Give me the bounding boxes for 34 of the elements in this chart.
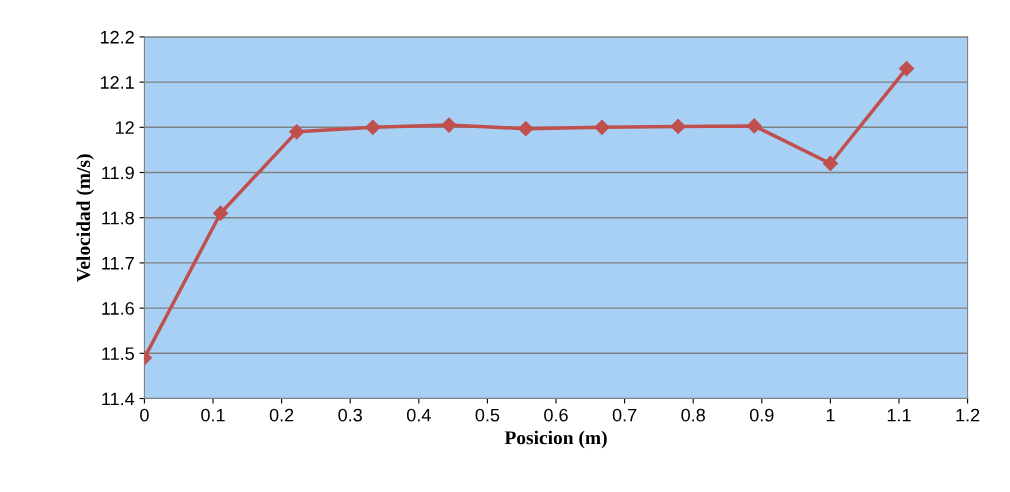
x-axis-title: Posicion (m) bbox=[504, 430, 607, 449]
x-tick-label: 0.9 bbox=[749, 408, 774, 422]
y-tick-label: 11.7 bbox=[102, 257, 134, 270]
x-tick-label: 0.8 bbox=[681, 408, 705, 422]
y-tick-label: 11.6 bbox=[102, 302, 134, 315]
x-tick-label: 0.2 bbox=[269, 408, 294, 422]
x-tick-label: 0 bbox=[140, 408, 149, 422]
point bbox=[898, 60, 915, 77]
point bbox=[213, 205, 229, 221]
x-tick-label: 0.5 bbox=[475, 408, 500, 422]
point bbox=[289, 124, 305, 140]
x-tick-label: 0.1 bbox=[201, 408, 225, 422]
x-tick-label: 1.2 bbox=[956, 408, 980, 422]
point bbox=[594, 119, 610, 135]
x-tick-label: 0.6 bbox=[544, 408, 568, 422]
y-tick-label: 11.4 bbox=[102, 392, 135, 406]
point bbox=[822, 155, 838, 172]
point bbox=[365, 119, 381, 135]
y-tick-label: 12 bbox=[116, 121, 134, 134]
y-tick-label: 11.9 bbox=[102, 166, 134, 180]
y-tick-label: 12.1 bbox=[100, 76, 134, 89]
point bbox=[518, 121, 534, 137]
x-tick-label: 0.7 bbox=[612, 408, 637, 422]
x-tick-label: 1 bbox=[826, 408, 835, 422]
point bbox=[441, 117, 457, 133]
x-tick-label: 0.3 bbox=[338, 408, 362, 422]
y-tick-label: 11.5 bbox=[102, 347, 134, 361]
point bbox=[670, 118, 686, 134]
x-tick-label: 0.4 bbox=[406, 408, 431, 422]
y-tick-label: 11.8 bbox=[102, 211, 134, 225]
point bbox=[746, 118, 762, 134]
y-axis-title: Velocidad (m/s) bbox=[76, 154, 95, 282]
x-tick-label: 1.1 bbox=[887, 408, 911, 422]
y-tick-label: 12.2 bbox=[100, 30, 134, 44]
